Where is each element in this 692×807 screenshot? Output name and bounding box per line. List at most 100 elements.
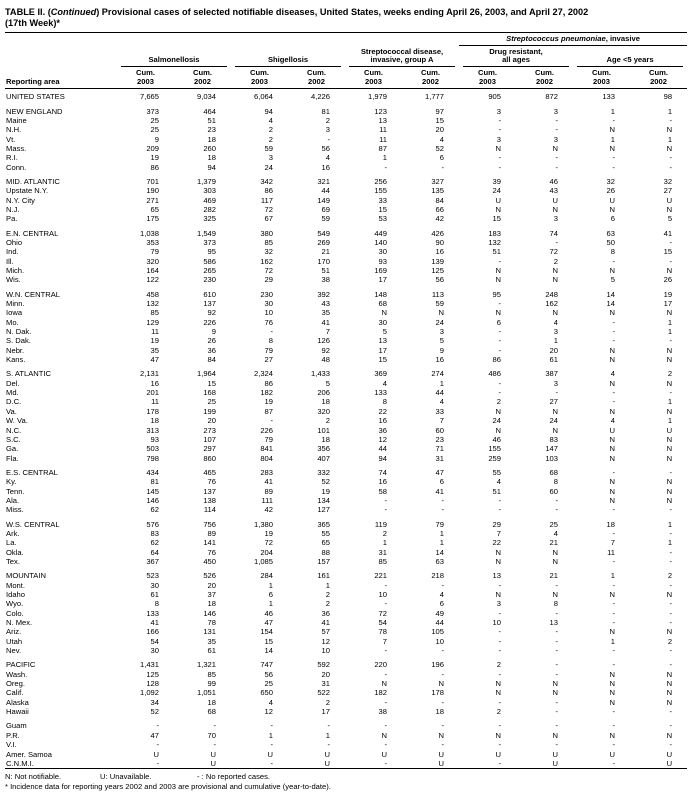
value-cell: 486 — [488, 369, 501, 379]
value-cell: N — [552, 547, 558, 557]
value-cell: - — [270, 416, 273, 426]
value-cell: - — [498, 505, 501, 515]
value-cell: N — [609, 406, 615, 416]
reporting-area-cell: Maine — [6, 115, 27, 125]
value-cell: 4 — [268, 697, 273, 707]
value-cell: 2 — [268, 134, 273, 144]
title-text-1: TABLE II. ( — [5, 7, 51, 17]
table-row: Mo. 129 226 76 41 30 24 6 4 - 1 — [5, 318, 687, 327]
value-cell: - — [498, 495, 501, 505]
value-cell: 38 — [378, 707, 387, 717]
value-cell: 86 — [150, 162, 159, 172]
table-row: Ark. 83 89 19 55 2 1 7 4 - - — [5, 529, 687, 538]
value-cell: 2 — [325, 590, 330, 600]
value-cell: 1 — [268, 599, 273, 609]
table-row: Ga. 503 297 841 356 44 71 155 147 N N — [5, 444, 687, 453]
value-cell: 321 — [317, 176, 330, 186]
value-cell: 25 — [150, 115, 159, 125]
value-cell: - — [498, 580, 501, 590]
value-cell: 53 — [378, 214, 387, 224]
value-cell: 20 — [435, 125, 444, 135]
value-cell: 56 — [264, 669, 273, 679]
value-cell: - — [669, 618, 673, 628]
value-cell: N — [666, 477, 673, 487]
value-cell: N — [666, 697, 673, 707]
value-cell: - — [156, 758, 159, 768]
value-cell: 465 — [203, 467, 216, 477]
value-cell: 23 — [207, 125, 216, 135]
value-cell: 25 — [264, 679, 273, 689]
value-cell: - — [441, 646, 444, 656]
value-cell: - — [384, 721, 387, 731]
value-cell: N — [666, 355, 673, 365]
table-row: N. Mex. 41 78 47 41 54 44 10 13 - - — [5, 618, 687, 627]
value-cell: 19 — [150, 153, 159, 163]
value-cell: 209 — [146, 143, 159, 153]
value-cell: U — [210, 758, 216, 768]
value-cell: N — [552, 425, 558, 435]
value-cell: 175 — [146, 214, 159, 224]
table-row: Mont. 30 20 1 1 - - - - - - — [5, 581, 687, 590]
value-cell: 20 — [321, 669, 330, 679]
value-cell: 89 — [264, 486, 273, 496]
value-cell: 11 — [379, 134, 387, 144]
value-cell: 260 — [203, 143, 216, 153]
value-cell: 127 — [317, 505, 330, 515]
subheader-row: Cum. 2003 Cum. 2002 Cum. 2003 Cum. 2002 … — [5, 66, 688, 90]
value-cell: 126 — [317, 336, 330, 346]
value-cell: 26 — [606, 186, 615, 196]
value-cell: 206 — [317, 388, 330, 398]
col-group-shigellosis: Shigellosis — [231, 45, 345, 67]
value-cell: 2 — [667, 636, 673, 646]
value-cell: 1,964 — [196, 369, 216, 379]
value-cell: 74 — [549, 228, 558, 238]
value-cell: 5 — [382, 327, 387, 337]
value-cell: 9,034 — [196, 92, 216, 102]
value-cell: 1 — [667, 538, 673, 548]
value-cell: N — [552, 679, 558, 689]
value-cell: - — [498, 299, 501, 309]
value-cell: 71 — [435, 444, 444, 454]
value-cell: N — [495, 590, 501, 600]
value-cell: 60 — [435, 425, 444, 435]
value-cell: N — [609, 669, 615, 679]
value-cell: 119 — [374, 519, 387, 529]
value-cell: N — [666, 434, 673, 444]
value-cell: 747 — [260, 660, 273, 670]
value-cell: - — [612, 467, 615, 477]
value-cell: 84 — [207, 355, 216, 365]
table-row: Minn. 132 137 30 43 68 59 - 162 14 17 — [5, 299, 687, 308]
value-cell: 3 — [439, 327, 444, 337]
value-cell: 15 — [264, 636, 273, 646]
value-cell: 284 — [260, 571, 273, 581]
table-row: N. Dak. 11 9 - 7 5 3 - 3 - 1 — [5, 327, 687, 336]
value-cell: 450 — [203, 556, 216, 566]
value-cell: N — [666, 688, 673, 698]
value-cell: - — [669, 256, 673, 266]
value-cell: N — [666, 679, 673, 689]
value-cell: 140 — [374, 237, 387, 247]
value-cell: 16 — [150, 378, 159, 388]
reporting-area-cell: Alaska — [6, 697, 29, 707]
value-cell: - — [612, 608, 615, 618]
reporting-area-cell: Ga. — [6, 444, 19, 454]
table-row: Guam - - - - - - - - - - — [5, 716, 687, 730]
value-cell: 78 — [207, 618, 216, 628]
value-cell: 3 — [553, 327, 558, 337]
footnotes: N: Not notifiable. U: Unavailable. - : No … — [5, 772, 687, 791]
value-cell: 18 — [435, 707, 444, 717]
value-cell: 2 — [268, 125, 273, 135]
value-cell: 11 — [607, 547, 615, 557]
value-cell: 365 — [317, 519, 330, 529]
value-cell: 76 — [207, 477, 216, 487]
value-cell: 183 — [488, 228, 501, 238]
value-cell: N — [609, 125, 615, 135]
value-cell: 11 — [151, 327, 159, 337]
col-header-cum: Cum. 2002 — [630, 66, 688, 90]
value-cell: - — [498, 697, 501, 707]
value-cell: 47 — [150, 730, 159, 740]
reporting-area-cell: Tex. — [6, 556, 20, 566]
value-cell: 61 — [549, 355, 558, 365]
value-cell: 1,092 — [139, 688, 159, 698]
value-cell: 407 — [317, 453, 330, 463]
